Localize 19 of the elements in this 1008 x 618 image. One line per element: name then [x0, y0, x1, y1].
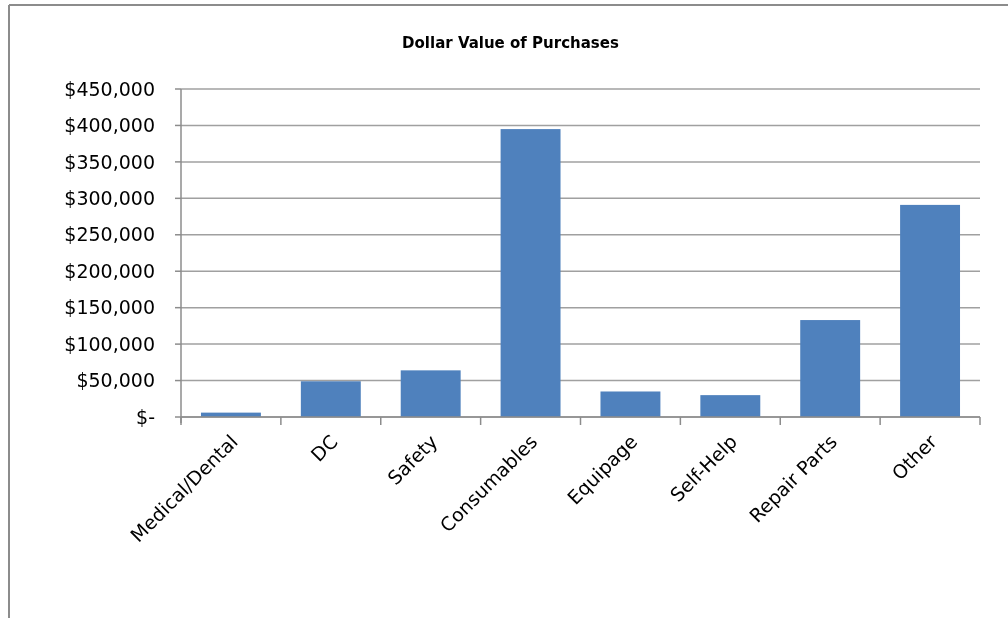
y-tick-label: $300,000 [64, 186, 155, 209]
bar [400, 370, 461, 417]
bar [800, 320, 861, 417]
x-tick-label: DC [306, 430, 342, 466]
y-tick-label: $200,000 [64, 259, 155, 282]
bar [700, 395, 761, 417]
bar [900, 204, 961, 417]
y-tick-label: $400,000 [64, 114, 155, 137]
y-tick-label: $450,000 [64, 77, 155, 100]
y-tick-label: $350,000 [64, 150, 155, 173]
bar [300, 381, 361, 417]
y-tick-label: $250,000 [64, 223, 155, 246]
y-tick-label: $150,000 [64, 296, 155, 319]
y-tick-label: $- [136, 405, 155, 428]
bar [500, 129, 561, 417]
y-tick-label: $100,000 [64, 332, 155, 355]
bar [600, 391, 661, 417]
chart-title: Dollar Value of Purchases [402, 34, 619, 52]
y-tick-label: $50,000 [76, 369, 155, 392]
